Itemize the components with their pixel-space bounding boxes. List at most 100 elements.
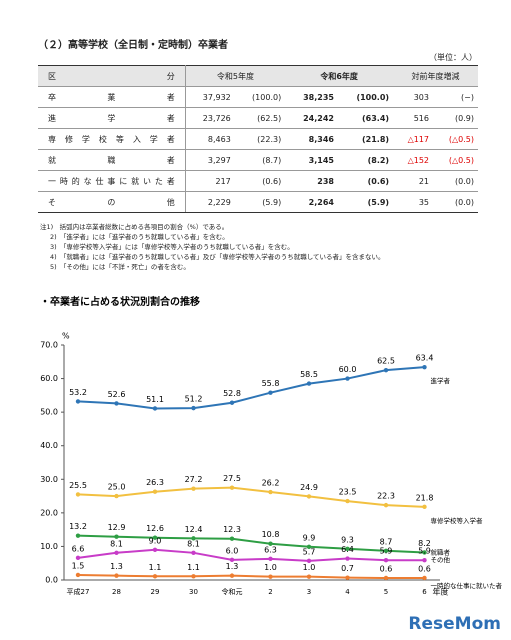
table-cell: 3,145	[285, 149, 338, 171]
data-label: 26.3	[146, 478, 164, 487]
table-row: 一時的な仕事に就いた者 217 (0.6) 238 (0.6) 21 (0.0)	[38, 170, 478, 192]
series-line	[77, 486, 425, 508]
y-tick-label: 40.0	[40, 441, 58, 450]
data-point	[114, 550, 119, 556]
table-cell: △117	[393, 128, 433, 150]
data-point	[306, 558, 312, 564]
watermark: ReseMom	[408, 614, 501, 634]
y-tick-label: 10.0	[40, 542, 58, 551]
data-point	[422, 557, 427, 563]
y-axis-label: %	[62, 332, 70, 341]
note: 2) 「進学者」には「進学者のうち就職している者」を含む。	[50, 233, 229, 241]
x-tick-label: 5	[384, 588, 388, 596]
data-point	[114, 401, 119, 406]
series-label: 就職者	[431, 547, 451, 556]
table-cell: (△0.5)	[433, 149, 478, 171]
data-point	[383, 548, 389, 553]
data-label: 6.0	[226, 546, 239, 555]
data-point	[191, 574, 196, 579]
data-label: 0.6	[380, 564, 393, 573]
data-point	[229, 485, 235, 490]
data-point	[191, 486, 196, 491]
table-cell: 38,235	[285, 86, 338, 108]
data-point	[268, 390, 273, 395]
series-label: 進学者	[431, 376, 451, 385]
data-point	[191, 405, 196, 411]
table-cell: (63.4)	[337, 107, 394, 129]
table-cell: (100.0)	[234, 86, 286, 108]
x-tick-label: 29	[151, 588, 160, 596]
table-row: 卒業者 37,932 (100.0) 38,235 (100.0) 303 (−)	[38, 86, 478, 108]
data-label: 27.2	[185, 475, 203, 484]
data-point	[422, 364, 427, 370]
data-label: 60.0	[339, 365, 357, 374]
data-point	[75, 492, 81, 497]
table-cell: 303	[393, 86, 433, 108]
header-cell: 区分	[38, 65, 186, 87]
data-label: 9.0	[149, 536, 162, 545]
table-row: 就職者 3,297 (8.7) 3,145 (8.2) △152 (△0.5)	[38, 149, 478, 171]
data-point	[152, 547, 158, 552]
table-cell: 進学者	[38, 107, 186, 129]
data-label: 9.3	[341, 535, 354, 544]
series-label: 一時的な仕事に就いた者	[431, 581, 503, 590]
data-label: 21.8	[416, 493, 434, 502]
table-cell: (0.6)	[234, 170, 286, 192]
data-label: 55.8	[262, 379, 280, 388]
table-cell: 8,346	[285, 128, 338, 150]
data-label: 23.5	[339, 488, 357, 497]
data-label: 8.1	[187, 539, 200, 548]
data-label: 12.4	[185, 525, 203, 534]
x-tick-label: 3	[307, 588, 311, 596]
data-label: 0.7	[341, 564, 354, 573]
data-point	[345, 498, 350, 504]
data-label: 27.5	[223, 474, 241, 483]
data-point	[191, 550, 196, 556]
table-cell: (8.7)	[234, 149, 286, 171]
table-cell: 2,229	[185, 191, 235, 213]
data-label: 12.6	[146, 524, 164, 533]
data-label: 5.9	[380, 547, 393, 556]
data-point	[191, 536, 196, 541]
table-cell: (0.9)	[433, 107, 478, 129]
data-label: 51.1	[146, 395, 164, 404]
data-label: 6.6	[72, 544, 85, 553]
table-cell: 24,242	[285, 107, 338, 129]
data-label: 1.0	[303, 563, 316, 572]
y-tick-label: 60.0	[40, 374, 58, 383]
y-tick-label: 20.0	[40, 508, 58, 517]
data-label: 58.5	[300, 370, 318, 379]
data-point	[152, 406, 158, 411]
data-point	[229, 536, 235, 541]
chart-title: ・卒業者に占める状況別割合の推移	[40, 295, 200, 308]
data-point	[152, 574, 158, 579]
x-tick-label: 28	[112, 588, 121, 596]
data-point	[268, 541, 273, 546]
data-label: 1.0	[264, 563, 277, 572]
data-point	[75, 399, 81, 404]
table-cell: (5.9)	[337, 191, 394, 213]
table-cell: 238	[285, 170, 338, 192]
data-point	[345, 546, 350, 551]
data-label: 6.4	[341, 545, 354, 554]
notes: 注1) 括弧内は卒業者総数に占める各項目の割合（%）である。 2) 「進学者」には…	[40, 222, 385, 272]
note: 4) 「就職者」には「進学者のうち就職している者」及び「専修学校等入学者のうち就…	[50, 253, 385, 261]
table-cell: 35	[393, 191, 433, 213]
header-cell: 対前年度増減	[393, 65, 478, 87]
table-cell: (22.3)	[234, 128, 286, 150]
data-point	[114, 534, 119, 539]
y-tick-label: 50.0	[40, 408, 58, 417]
series-line	[77, 366, 425, 410]
table-cell: 就職者	[38, 149, 186, 171]
data-point	[422, 550, 427, 555]
x-tick-label: 2	[268, 588, 272, 596]
data-point	[229, 400, 235, 405]
table-cell: 23,726	[185, 107, 235, 129]
header-row: 区分 令和5年度 令和6年度 対前年度増減	[38, 65, 478, 87]
data-point	[268, 489, 273, 495]
data-label: 8.2	[418, 539, 431, 548]
header-cell: 令和5年度	[185, 65, 286, 87]
data-label: 9.9	[303, 533, 316, 542]
y-tick-label: 30.0	[40, 475, 58, 484]
data-label: 51.2	[185, 395, 203, 404]
